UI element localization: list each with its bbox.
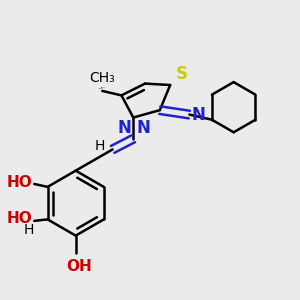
- Text: H: H: [95, 140, 105, 154]
- Text: N: N: [192, 106, 206, 124]
- Text: methyl: methyl: [99, 88, 104, 89]
- Text: methyl: methyl: [101, 87, 106, 88]
- Text: CH₃: CH₃: [89, 71, 115, 85]
- Text: N: N: [118, 119, 132, 137]
- Text: S: S: [176, 65, 188, 83]
- Text: N: N: [136, 119, 150, 137]
- Text: H: H: [23, 223, 34, 237]
- Text: HO: HO: [7, 175, 33, 190]
- Text: HO: HO: [7, 211, 33, 226]
- Text: OH: OH: [66, 259, 92, 274]
